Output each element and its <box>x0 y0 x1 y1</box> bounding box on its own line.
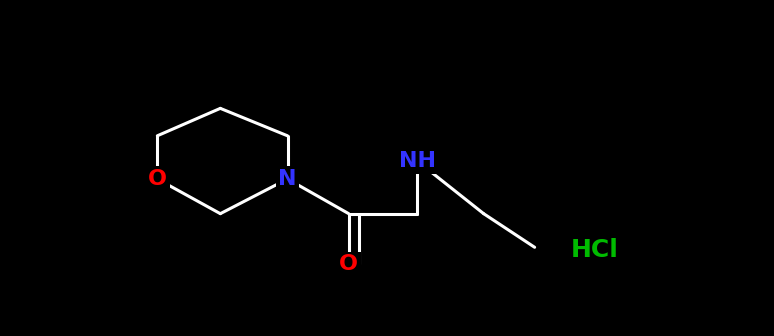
Text: O: O <box>339 254 358 275</box>
Text: O: O <box>148 169 167 189</box>
Text: HCl: HCl <box>570 238 618 262</box>
Text: N: N <box>278 169 296 189</box>
Text: NH: NH <box>399 151 436 171</box>
